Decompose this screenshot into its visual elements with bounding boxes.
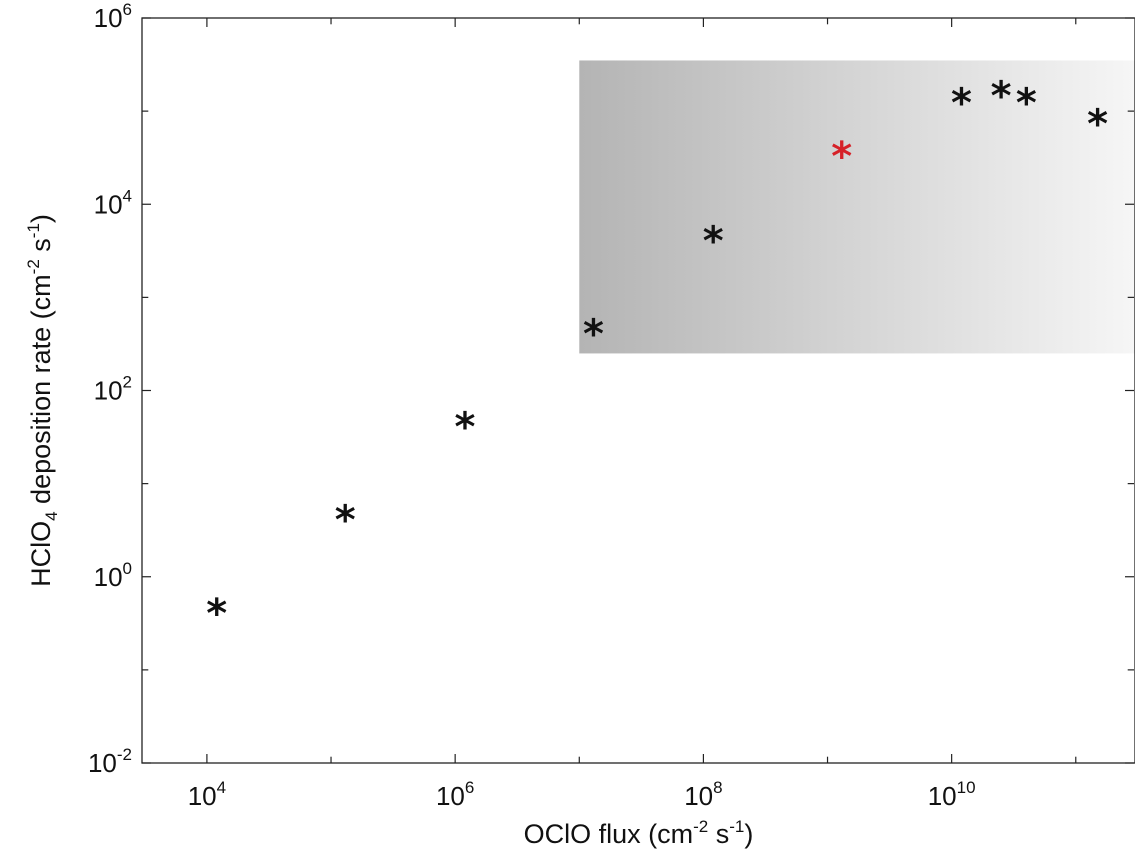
y-tick-label: 102 bbox=[94, 373, 132, 406]
data-point: * bbox=[991, 73, 1012, 119]
x-axis-label: OClO flux (cm-2 s-1) bbox=[524, 817, 754, 849]
x-tick-label: 106 bbox=[436, 778, 474, 811]
y-tick-label: 104 bbox=[94, 186, 132, 219]
data-point: * bbox=[951, 81, 972, 127]
data-point: * bbox=[703, 218, 724, 264]
x-tick-label: 104 bbox=[188, 778, 226, 811]
x-tick-label: 108 bbox=[684, 778, 722, 811]
data-point: * bbox=[455, 405, 476, 451]
data-point: * bbox=[335, 498, 356, 544]
data-point: * bbox=[1087, 101, 1108, 147]
data-point: * bbox=[206, 591, 227, 637]
y-axis-label: HClO4 deposition rate (cm-2 s-1) bbox=[24, 214, 61, 587]
x-tick-label: 1010 bbox=[928, 778, 976, 811]
shaded-region bbox=[579, 60, 1135, 354]
y-tick-label: 100 bbox=[94, 559, 132, 592]
y-tick-label: 106 bbox=[94, 0, 132, 33]
data-point: * bbox=[1016, 81, 1037, 127]
y-tick-label: 10-2 bbox=[88, 745, 132, 778]
highlighted-data-point: * bbox=[831, 134, 852, 180]
data-point: * bbox=[583, 311, 604, 357]
